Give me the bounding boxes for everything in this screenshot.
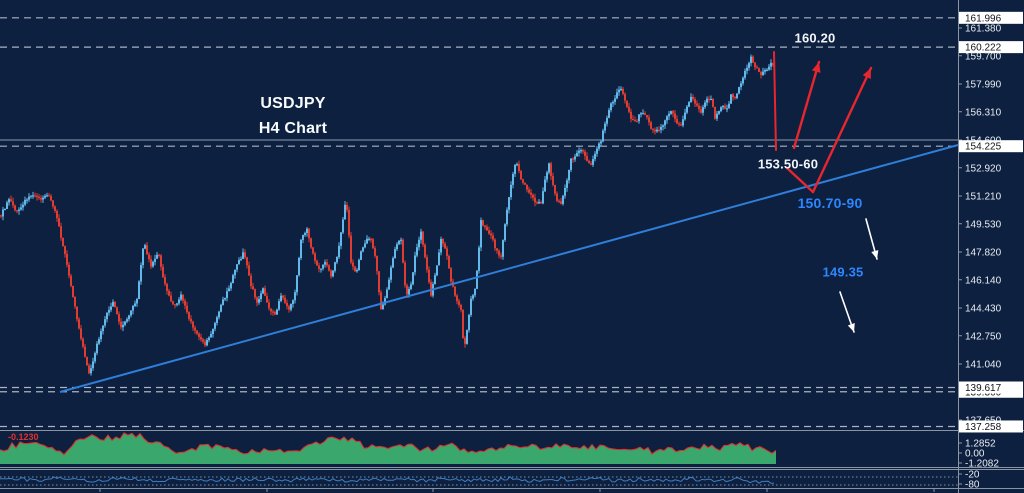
price-tick-label: 151.210 xyxy=(965,192,1002,203)
price-tick-label: 147.820 xyxy=(965,248,1002,259)
price-tick-label: 156.310 xyxy=(965,107,1002,118)
red-projection-line xyxy=(785,166,815,194)
price-tick-label: 142.750 xyxy=(965,331,1002,342)
price-tick-label: 144.430 xyxy=(965,304,1002,315)
arrowhead xyxy=(811,62,821,73)
price-level-box xyxy=(959,11,1023,24)
price-tick-label: 152.920 xyxy=(965,163,1002,174)
price-tick-label: 161.380 xyxy=(965,24,1002,35)
price-tick-label: 141.040 xyxy=(965,360,1002,371)
price-tick-label: 159.700 xyxy=(965,51,1002,62)
downside-target-label: 149.35 xyxy=(822,264,864,280)
price-level-box xyxy=(959,381,1023,394)
resistance-level-label: 160.20 xyxy=(794,30,836,46)
trendline-zone-label: 150.70-90 xyxy=(797,195,863,211)
red-projection-line xyxy=(773,51,777,151)
oscillator-value-label: -0.1230 xyxy=(8,432,39,442)
timeframe-label: H4 Chart xyxy=(258,120,328,137)
price-level-box xyxy=(959,140,1023,153)
price-tick-label: 157.990 xyxy=(965,80,1002,91)
oscillator2-line xyxy=(0,476,775,484)
red-projection-arrow xyxy=(811,66,873,194)
price-level-label: 161.996 xyxy=(965,13,1002,24)
arrowhead xyxy=(847,323,855,332)
price-tick-label: 149.530 xyxy=(965,219,1002,230)
price-level-label: 137.258 xyxy=(965,422,1002,433)
oscillator1-signal-line xyxy=(0,432,777,456)
price-level-label: 154.225 xyxy=(965,142,1002,153)
arrowhead xyxy=(871,250,879,259)
red-projection-arrow xyxy=(792,60,821,150)
price-level-label: 160.222 xyxy=(965,43,1002,54)
oscillator1-area xyxy=(0,433,776,464)
price-tick-label: -80 xyxy=(965,480,980,491)
symbol-label: USDJPY xyxy=(260,95,326,112)
price-tick-label: 0.00 xyxy=(965,449,985,460)
chart-watermark: USDJPY H4 Chart xyxy=(259,91,327,141)
price-tick-label: -20 xyxy=(965,470,980,481)
price-level-box xyxy=(959,420,1023,433)
price-tick-label: 146.140 xyxy=(965,275,1002,286)
arrowhead xyxy=(862,68,871,79)
price-tick-label: -1.2082 xyxy=(965,459,999,470)
price-level-label: 139.617 xyxy=(965,383,1002,394)
price-level-box xyxy=(959,41,1023,54)
price-tick-label: 1.2852 xyxy=(965,439,996,450)
support-zone-label: 153.50-60 xyxy=(757,156,819,172)
